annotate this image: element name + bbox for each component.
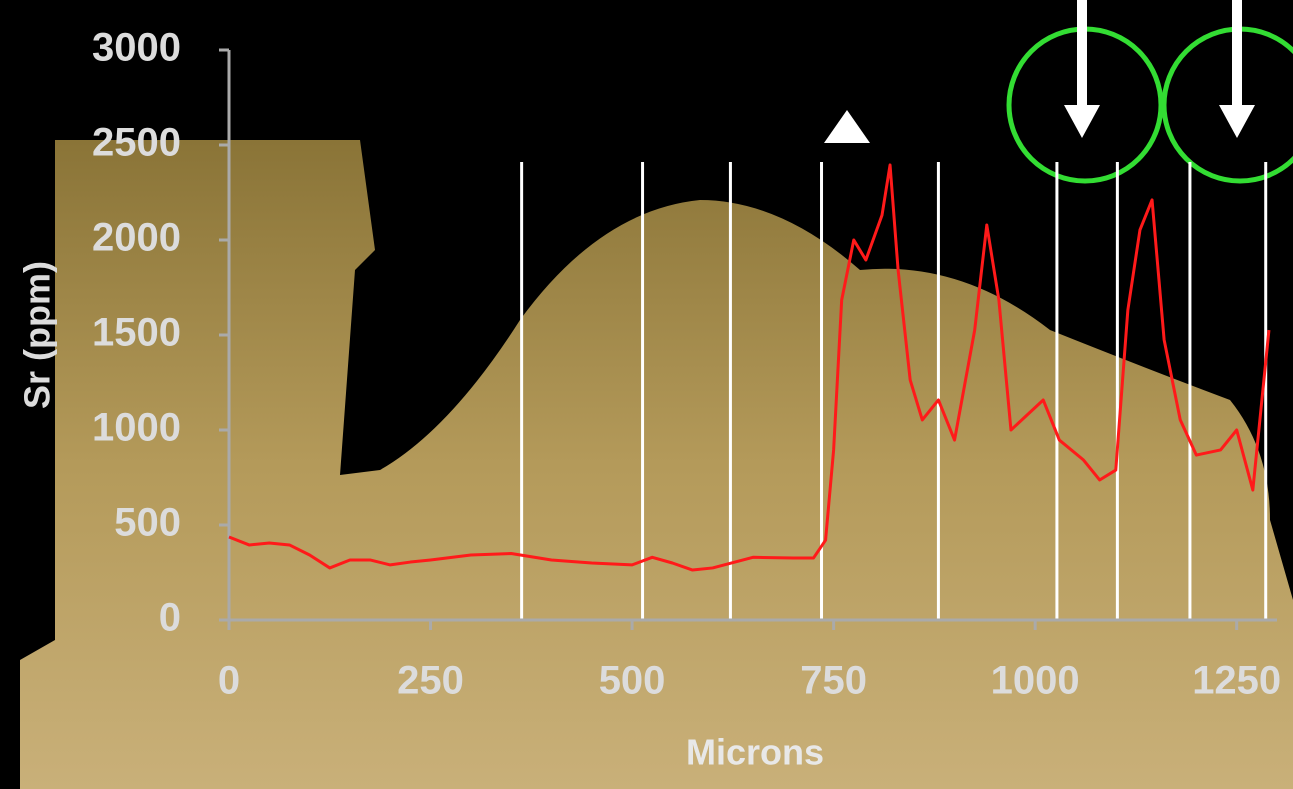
y-tick-label: 500 — [114, 501, 181, 545]
x-tick-label: 1000 — [991, 659, 1080, 703]
y-tick-label: 0 — [159, 596, 181, 640]
x-tick-label: 0 — [218, 659, 240, 703]
x-tick-label: 1250 — [1192, 659, 1281, 703]
y-tick-label: 1000 — [92, 406, 181, 450]
y-tick-label: 2000 — [92, 216, 181, 260]
y-tick-label: 1500 — [92, 311, 181, 355]
chart: Microns Sr (ppm) 05001000150020002500300… — [0, 0, 1293, 789]
x-tick-label: 500 — [599, 659, 666, 703]
y-tick-label: 2500 — [92, 121, 181, 165]
x-tick-label: 250 — [397, 659, 464, 703]
y-axis-label: Sr (ppm) — [17, 261, 58, 409]
x-tick-label: 750 — [800, 659, 867, 703]
x-axis-label: Microns — [686, 732, 824, 773]
y-tick-label: 3000 — [92, 26, 181, 70]
